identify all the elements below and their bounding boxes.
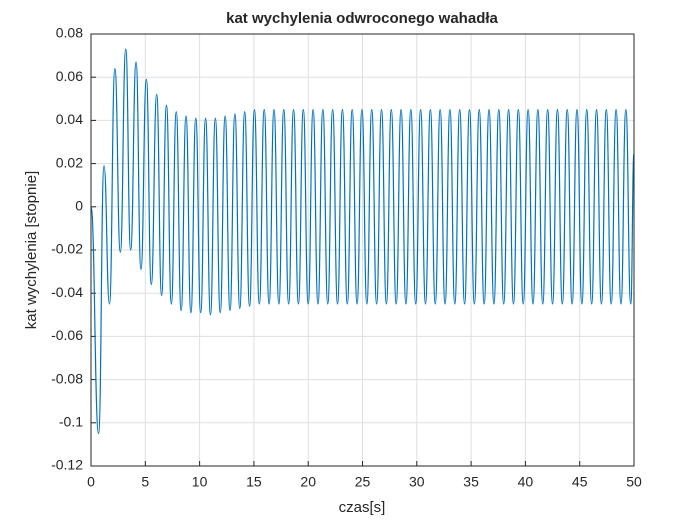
y-axis-label: kat wychylenia [stopnie] xyxy=(23,171,40,329)
x-tick-label: 10 xyxy=(192,474,208,490)
x-tick-label: 15 xyxy=(246,474,262,490)
x-tick-label: 5 xyxy=(141,474,149,490)
y-tick-label: 0.04 xyxy=(56,111,83,127)
y-tick-label: -0.12 xyxy=(51,457,83,473)
x-axis-label: czas[s] xyxy=(339,499,386,516)
x-tick-label: 50 xyxy=(626,474,642,490)
y-tick-label: -0.04 xyxy=(51,284,83,300)
x-tick-label: 30 xyxy=(409,474,425,490)
x-tick-label: 40 xyxy=(518,474,534,490)
y-tick-label: -0.02 xyxy=(51,241,83,257)
y-tick-label: -0.1 xyxy=(59,414,83,430)
y-tick-label: 0.02 xyxy=(56,154,83,170)
y-tick-label: 0.08 xyxy=(56,25,83,41)
y-tick-label: 0 xyxy=(75,198,83,214)
chart-title: kat wychylenia odwroconego wahadła xyxy=(226,10,498,27)
x-tick-label: 20 xyxy=(300,474,316,490)
x-tick-label: 35 xyxy=(463,474,479,490)
data-line xyxy=(90,48,635,435)
y-tick-label: -0.08 xyxy=(51,370,83,386)
y-tick-label: -0.06 xyxy=(51,327,83,343)
plot-frame xyxy=(90,33,635,467)
y-tick-label: 0.06 xyxy=(56,68,83,84)
x-tick-label: 25 xyxy=(355,474,371,490)
x-tick-label: 45 xyxy=(572,474,588,490)
x-tick-label: 0 xyxy=(87,474,95,490)
